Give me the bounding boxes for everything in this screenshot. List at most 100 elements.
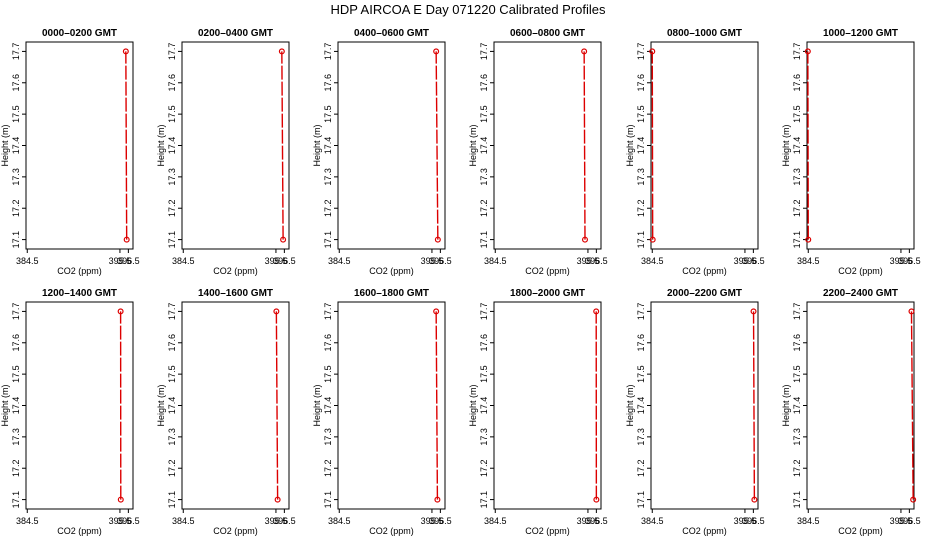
y-axis-label: Height (m)	[781, 124, 791, 166]
profile-point	[910, 496, 917, 503]
plot-frame	[337, 41, 446, 250]
y-axis-label: Height (m)	[312, 384, 322, 426]
x-axis-label: CO2 (ppm)	[525, 266, 570, 276]
y-tick-label: 17.5	[792, 365, 802, 383]
x-tick-label: 384.5	[797, 516, 820, 526]
y-tick-label: 17.2	[323, 199, 333, 217]
profile-point	[751, 496, 758, 503]
x-tick-label: 396.5	[117, 256, 140, 266]
y-tick-label: 17.5	[167, 365, 177, 383]
y-tick-label: 17.5	[792, 105, 802, 123]
x-tick-label: 395.5	[265, 516, 288, 526]
x-tick-label: 395.5	[421, 256, 444, 266]
y-tick-label: 17.6	[479, 74, 489, 92]
x-tick-label: 384.5	[16, 516, 39, 526]
profile-point	[273, 308, 280, 315]
x-tick-label: 396.5	[273, 516, 296, 526]
x-tick-label: 384.5	[328, 256, 351, 266]
profile-point	[804, 48, 811, 55]
x-tick-label: 384.5	[484, 256, 507, 266]
x-tick-label: 396.5	[429, 256, 452, 266]
y-tick-label: 17.5	[323, 105, 333, 123]
plot-frame	[181, 301, 290, 510]
y-tick-label: 17.4	[11, 137, 21, 155]
x-tick-label: 396.5	[742, 256, 765, 266]
x-tick-label: 395.5	[577, 256, 600, 266]
y-axis-label: Height (m)	[468, 124, 478, 166]
y-tick-label: 17.3	[792, 428, 802, 446]
profile-line	[583, 51, 586, 240]
profile-point	[434, 236, 441, 243]
y-tick-label: 17.2	[323, 459, 333, 477]
profile-point	[649, 236, 656, 243]
y-tick-label: 17.7	[479, 303, 489, 321]
x-tick-label: 395.5	[109, 256, 132, 266]
y-tick-label: 17.6	[636, 74, 646, 92]
plot-frame	[337, 301, 446, 510]
y-tick-label: 17.5	[167, 105, 177, 123]
profile-point	[593, 308, 600, 315]
x-tick-label: 395.5	[734, 516, 757, 526]
x-tick-label: 384.5	[172, 256, 195, 266]
y-axis-label: Height (m)	[0, 384, 10, 426]
y-tick-label: 17.5	[323, 365, 333, 383]
y-axis-label: Height (m)	[156, 124, 166, 166]
y-tick-label: 17.3	[636, 428, 646, 446]
x-axis-label: CO2 (ppm)	[213, 526, 258, 536]
y-tick-label: 17.1	[11, 491, 21, 509]
y-tick-label: 17.5	[11, 105, 21, 123]
x-tick-label: 395.5	[734, 256, 757, 266]
y-tick-label: 17.6	[11, 74, 21, 92]
y-tick-label: 17.1	[792, 491, 802, 509]
panel-title: 1400–1600 GMT	[198, 288, 273, 299]
panel-title: 0200–0400 GMT	[198, 28, 273, 39]
plot-frame	[181, 41, 290, 250]
y-tick-label: 17.5	[479, 365, 489, 383]
x-tick-label: 384.5	[641, 256, 664, 266]
y-tick-label: 17.2	[792, 459, 802, 477]
x-tick-label: 384.5	[328, 516, 351, 526]
y-tick-label: 17.4	[167, 137, 177, 155]
x-axis-label: CO2 (ppm)	[682, 266, 727, 276]
x-tick-label: 396.5	[585, 256, 608, 266]
profile-point	[434, 496, 441, 503]
y-tick-label: 17.1	[636, 491, 646, 509]
x-axis-label: CO2 (ppm)	[525, 526, 570, 536]
x-tick-label: 384.5	[641, 516, 664, 526]
y-tick-label: 17.3	[479, 428, 489, 446]
y-tick-label: 17.3	[636, 168, 646, 186]
profile-point	[274, 496, 281, 503]
x-tick-label: 395.5	[577, 516, 600, 526]
plot-frame	[806, 41, 915, 250]
x-tick-label: 396.5	[742, 516, 765, 526]
profile-line	[275, 311, 279, 500]
y-tick-label: 17.1	[479, 491, 489, 509]
panel-title: 2000–2200 GMT	[667, 288, 742, 299]
y-tick-label: 17.6	[792, 74, 802, 92]
y-tick-label: 17.4	[479, 397, 489, 415]
x-tick-label: 384.5	[484, 516, 507, 526]
y-tick-label: 17.6	[167, 334, 177, 352]
x-tick-label: 396.5	[898, 516, 921, 526]
profile-line	[435, 51, 439, 240]
y-tick-label: 17.6	[167, 74, 177, 92]
y-tick-label: 17.3	[479, 168, 489, 186]
y-tick-label: 17.7	[323, 43, 333, 61]
y-tick-label: 17.1	[479, 231, 489, 249]
figure-title: HDP AIRCOA E Day 071220 Calibrated Profi…	[330, 2, 606, 17]
y-axis-label: Height (m)	[625, 384, 635, 426]
y-tick-label: 17.1	[11, 231, 21, 249]
x-tick-label: 395.5	[109, 516, 132, 526]
y-tick-label: 17.4	[11, 397, 21, 415]
y-tick-label: 17.7	[792, 303, 802, 321]
profile-point	[581, 236, 588, 243]
panel-title: 1600–1800 GMT	[354, 288, 429, 299]
y-tick-label: 17.2	[479, 199, 489, 217]
